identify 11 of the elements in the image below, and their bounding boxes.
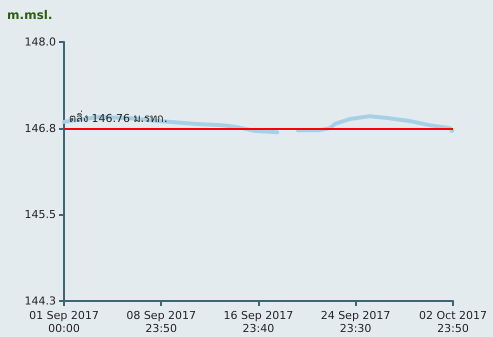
y-tick-label: 146.8 (24, 122, 56, 135)
y-tick-label: 144.3 (24, 294, 56, 308)
x-tick-label: 24 Sep 2017 23:30 (320, 309, 390, 335)
x-tick-label: 08 Sep 2017 23:50 (126, 309, 196, 335)
x-tick-label: 02 Oct 2017 23:50 (418, 309, 488, 335)
ref-line-label: ตลิ่ง 146.76 ม.รทก. (69, 110, 168, 125)
y-axis-title: m.msl. (7, 8, 52, 22)
x-tick-label: 01 Sep 2017 00:00 (29, 309, 99, 335)
y-tick-label: 145.5 (24, 208, 56, 222)
x-tick-label: 16 Sep 2017 23:40 (224, 309, 294, 335)
y-tick-label: 148.0 (24, 36, 56, 48)
